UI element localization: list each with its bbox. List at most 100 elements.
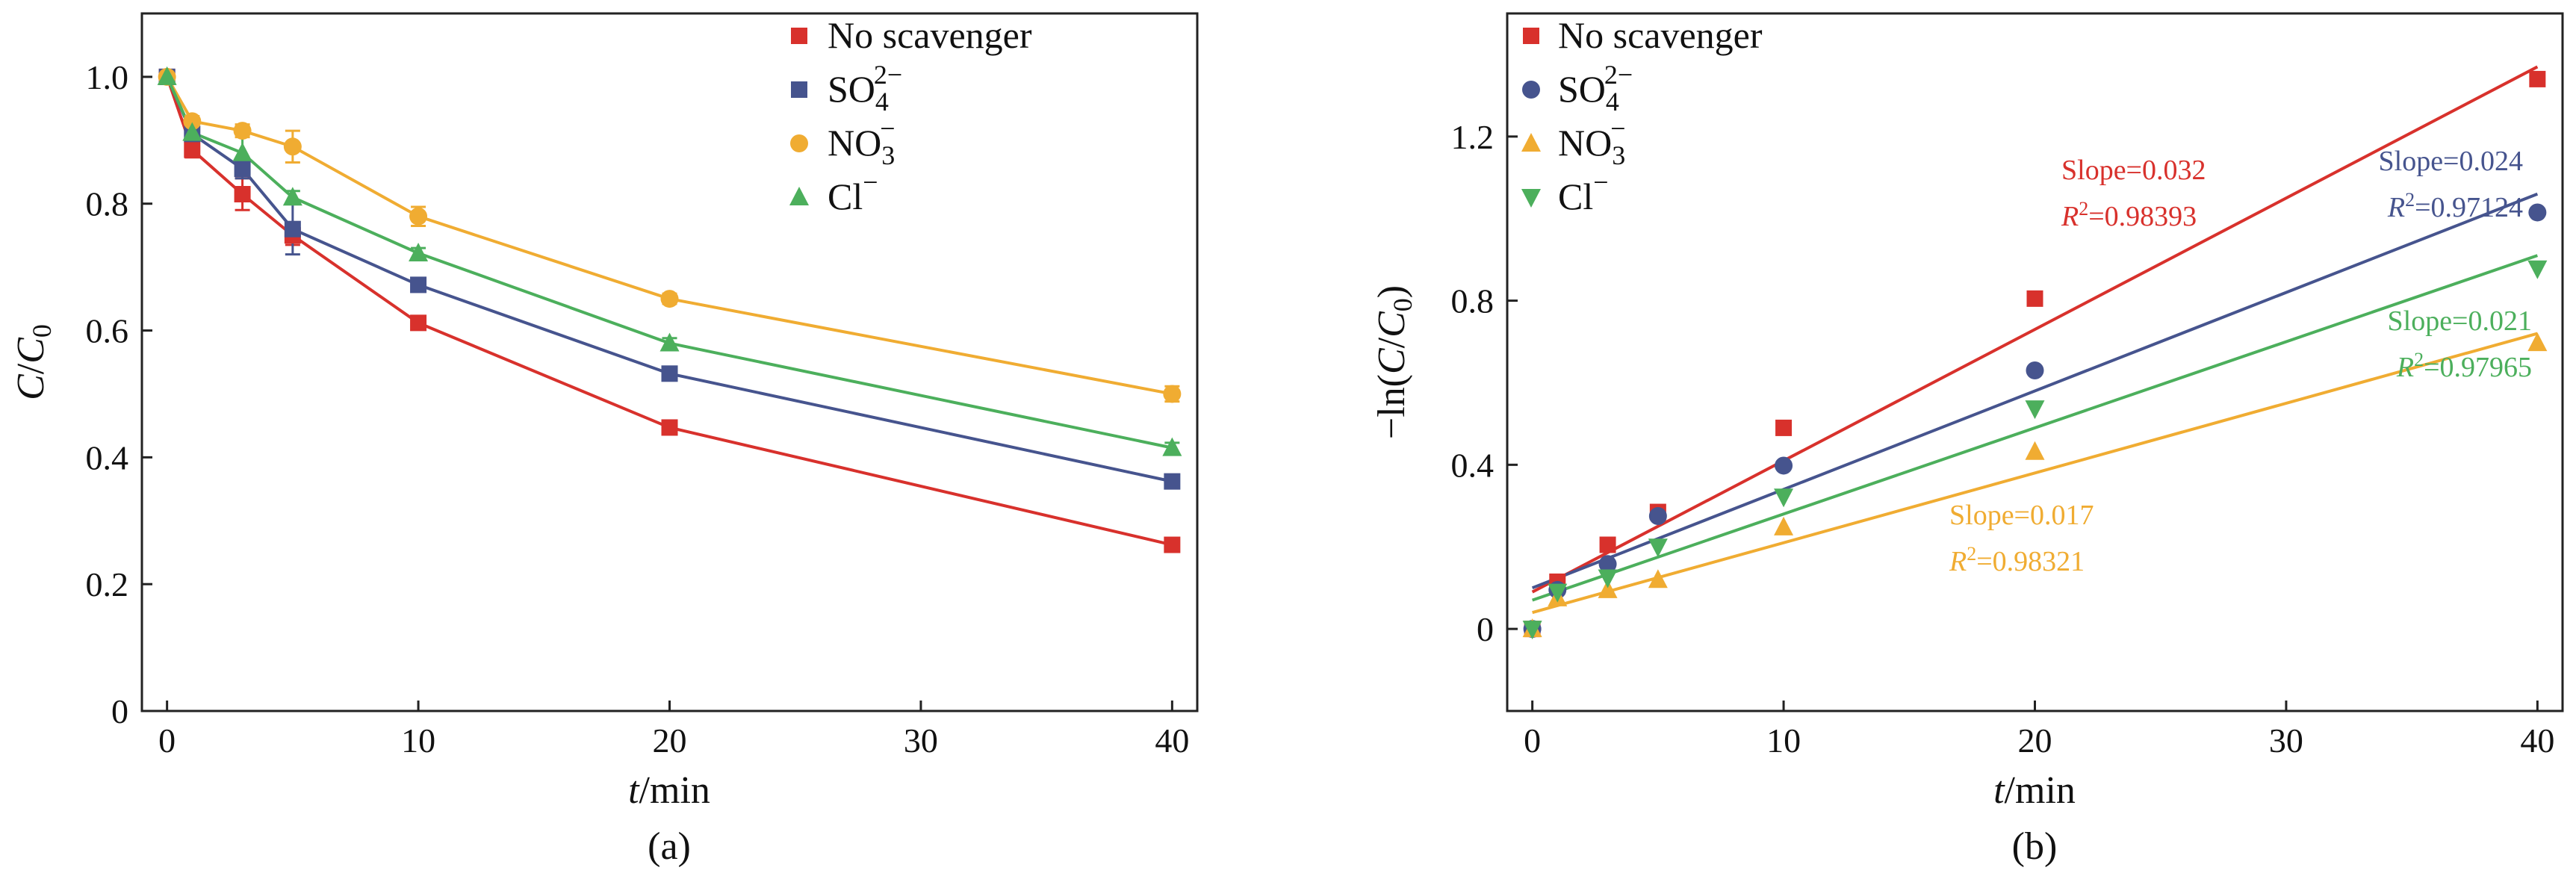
panel-b-point-cl-1 <box>1548 583 1568 603</box>
panel-b-legend-marker-no-scavenger <box>1523 28 1539 44</box>
panel-b-r2-symbol-so4-2: R <box>2387 192 2405 223</box>
panel-a-point-no-scavenger-5 <box>661 419 678 436</box>
panel-a-point-no3-2 <box>233 122 252 140</box>
panel-b-legend-label-so4-2-base: SO <box>1558 68 1606 110</box>
panel-a-legend-label-no3-sup: − <box>880 114 895 143</box>
panel-b-ytick-label-0: 0 <box>1477 610 1494 648</box>
panel-b-xtick-label-3: 30 <box>2269 721 2303 760</box>
panel-b-point-cl-6 <box>2527 260 2548 279</box>
panel-b-legend-label-cl: Cl− <box>1558 167 1609 217</box>
panel-a-legend-label-no3-base: NO <box>828 122 881 164</box>
panel-a-point-cl-1 <box>182 122 202 141</box>
panel-b-legend-label-so4-2-sup: 2− <box>1604 60 1633 90</box>
panel-b-legend-label-no3: NO3− <box>1558 114 1626 170</box>
panel-b-r2-annotation-no-scavenger: R2=0.98393 <box>2061 198 2197 232</box>
panel-a-point-no3-5 <box>660 290 679 308</box>
panel-a-ytick-label-2: 0.4 <box>86 438 129 476</box>
panel-a-point-no-scavenger-4 <box>410 314 427 332</box>
panel-a-ytick-label-4: 0.8 <box>86 185 129 223</box>
panel-b-point-so4-2-5 <box>2026 361 2044 379</box>
panel-b-point-so4-2-4 <box>1775 456 1793 475</box>
panel-a-point-so4-2-2 <box>234 161 251 178</box>
panel-b-r2-superscript-no3: 2 <box>1967 543 1976 565</box>
panel-b-r2-annotation-so4-2: R2=0.97124 <box>2387 189 2523 223</box>
panel-a-point-no3-6 <box>1163 385 1182 403</box>
panel-b-legend-label-no-scavenger: No scavenger <box>1558 14 1763 56</box>
panel-a-ytick-label-5: 1.0 <box>86 58 129 96</box>
panel-b-r2-annotation-no3: R2=0.98321 <box>1949 543 2085 577</box>
panel-a-point-no3-1 <box>183 112 202 131</box>
panel-b-r2-superscript-so4-2: 2 <box>2405 189 2415 211</box>
panel-a-legend-label-no3: NO3− <box>828 114 896 170</box>
panel-a-legend-label-no-scavenger-base: No scavenger <box>828 14 1032 56</box>
panel-a-point-no-scavenger-6 <box>1164 536 1181 553</box>
panel-b-point-no3-3 <box>1648 569 1668 588</box>
panel-b-legend-label-no-scavenger-base: No scavenger <box>1558 14 1763 56</box>
panel-b-point-so4-2-2 <box>1598 555 1617 574</box>
panel-a-ytick-label-1: 0.2 <box>86 565 129 603</box>
panel-b-r2-value-no-scavenger: =0.98393 <box>2088 201 2197 232</box>
panel-a-point-cl-5 <box>659 332 680 352</box>
panel-b-ytick-label-3: 1.2 <box>1451 118 1495 156</box>
panel-a-legend-label-cl-sup: − <box>863 167 878 197</box>
panel-b-legend-label-no3-sub: 3 <box>1612 140 1625 170</box>
panel-a-point-so4-2-4 <box>410 276 427 294</box>
panel-b-point-no-scavenger-6 <box>2529 70 2546 87</box>
panel-b-legend-label-cl-sup: − <box>1593 167 1608 197</box>
panel-b-fit-line-no3 <box>1532 332 2538 615</box>
panel-b-slope-annotation-cl: Slope=0.021 <box>2388 305 2533 337</box>
panel-a-legend-label-cl: Cl− <box>828 167 878 217</box>
panel-a-point-so4-2-3 <box>284 220 301 237</box>
panel-a-markers <box>157 66 1182 553</box>
panel-b-point-no-scavenger-5 <box>2026 290 2043 307</box>
panel-a-xtick-label-2: 20 <box>653 721 687 760</box>
panel-a-legend-marker-cl <box>789 187 809 205</box>
panel-b-r2-value-cl: =0.97965 <box>2424 352 2532 383</box>
panel-a-point-so4-2-6 <box>1164 473 1181 490</box>
panel-a-line-no-scavenger <box>165 76 1173 547</box>
panel-a-x-axis-title: t/min <box>628 769 710 812</box>
panel-a-point-no3-4 <box>409 207 428 226</box>
panel-b-point-so4-2-3 <box>1648 507 1667 526</box>
panel-a-ticks: 0 10 20 30 40 0 0.2 0.4 0.6 0.8 1.0 <box>86 58 1190 760</box>
panel-b-ytick-label-1: 0.4 <box>1451 446 1495 484</box>
panel-b-r2-symbol-no3: R <box>1949 546 1967 577</box>
panel-a-y-axis-title: C/C0 <box>10 324 57 400</box>
panel-a-point-cl-2 <box>232 142 252 161</box>
panel-a-legend-label-so4-2-base: SO <box>828 68 875 110</box>
panel-a-point-no-scavenger-1 <box>184 141 201 158</box>
panel-a-legend-marker-no-scavenger <box>791 28 807 44</box>
panel-a-legend-marker-so4-2 <box>791 81 807 98</box>
panel-b-point-cl-3 <box>1648 538 1668 558</box>
panel-b-fit-line-cl <box>1531 254 2539 602</box>
panel-b-legend-marker-no3 <box>1521 133 1541 152</box>
panel-a-point-cl-4 <box>409 242 429 261</box>
panel-b-point-no3-6 <box>2527 332 2548 352</box>
panel-b-legend-label-no3-base: NO <box>1558 122 1612 164</box>
panel-b-y-axis-title: −ln(C/C0) <box>1371 285 1418 439</box>
panel-a-legend-label-cl-base: Cl <box>828 176 863 217</box>
panel-b-annotations: Slope=0.032R2=0.98393Slope=0.024R2=0.971… <box>1949 146 2532 577</box>
panel-b-point-cl-4 <box>1774 488 1794 508</box>
panel-a-legend-label-no-scavenger: No scavenger <box>828 14 1032 56</box>
panel-b-xtick-label-1: 10 <box>1766 721 1801 760</box>
panel-b-legend-label-no3-sup: − <box>1610 114 1625 143</box>
panel-a-point-cl-3 <box>282 187 302 206</box>
panel-b-fit-line-no-scavenger <box>1531 65 2539 594</box>
panel-a-legend-label-so4-2-sup: 2− <box>874 60 902 90</box>
panel-a-legend-label-so4-2: SO42− <box>828 60 902 117</box>
panel-a-label: (a) <box>648 825 691 868</box>
panel-a-series-lines <box>165 75 1173 547</box>
panel-a-point-cl-0 <box>157 66 177 85</box>
panel-b-point-no3-2 <box>1598 579 1618 598</box>
panel-b-slope-annotation-no-scavenger: Slope=0.032 <box>2061 155 2206 186</box>
panel-b-slope-annotation-no3: Slope=0.017 <box>1949 500 2094 531</box>
panel-b-label: (b) <box>2012 825 2058 868</box>
panel-a-line-cl <box>165 76 1173 450</box>
panel-b-xtick-label-0: 0 <box>1524 721 1541 760</box>
panel-b-r2-symbol-cl: R <box>2396 352 2414 383</box>
panel-b-legend-marker-so4-2 <box>1522 81 1540 99</box>
